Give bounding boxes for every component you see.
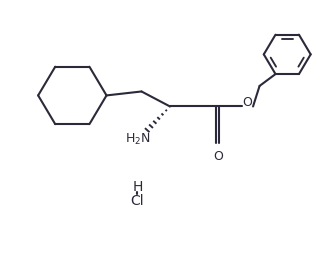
Text: H$_2$N: H$_2$N (125, 132, 150, 147)
Text: O: O (213, 150, 223, 163)
Text: H: H (132, 180, 143, 194)
Text: Cl: Cl (131, 194, 144, 208)
Text: O: O (243, 96, 252, 109)
